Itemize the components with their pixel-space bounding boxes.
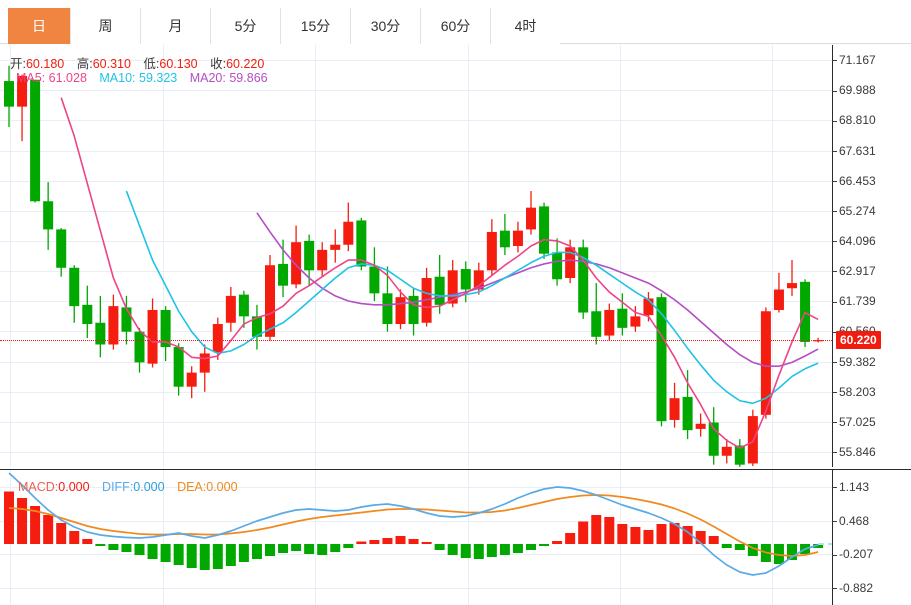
high-value: 60.310 [92, 57, 131, 71]
candlestick-series [4, 65, 824, 467]
axis-tick-label: 55.846 [832, 445, 876, 459]
tab-period-7[interactable]: 4时 [490, 8, 560, 44]
gridline [0, 331, 832, 333]
current-price-line [0, 340, 832, 342]
close-label: 收: [210, 57, 227, 71]
axis-tick-label: 67.631 [832, 144, 876, 158]
macd-axis: 1.143 0.468 -0.207 -0.882 [832, 470, 911, 605]
tab-month[interactable]: 月 [140, 8, 210, 44]
open-label: 开: [10, 57, 26, 71]
axis-tick-label: 62.917 [832, 264, 876, 278]
gridline-vertical [315, 470, 316, 605]
dea-label: DEA: [177, 480, 207, 494]
ma20-label: MA20: [189, 71, 226, 85]
tab-day[interactable]: 日 [8, 8, 70, 44]
ma-legend: MA5: 61.028 MA10: 59.323 MA20: 59.866 [16, 71, 268, 85]
current-price-badge: 60.220 [836, 331, 881, 350]
gridline [0, 361, 832, 363]
axis-tick-label: 64.096 [832, 234, 876, 248]
price-axis: 71.167 69.988 68.810 67.631 66.453 65.274 64.0… [832, 45, 911, 467]
ma5-label: MA5: [16, 71, 46, 85]
axis-tick-label: -0.207 [832, 547, 873, 561]
period-tab-bar: 日周月 5分 15分 30分 60分 4时 [0, 0, 911, 44]
candlestick-plot[interactable] [0, 45, 832, 467]
tab-period-6[interactable]: 60分 [420, 8, 490, 44]
macd-plot[interactable] [0, 470, 832, 605]
axis-tick-label: 1.143 [832, 480, 869, 494]
gridline [0, 486, 832, 488]
axis-tick-label: 66.453 [832, 174, 876, 188]
gridline [0, 210, 832, 212]
gridline [0, 421, 832, 423]
tab-period-3[interactable]: 5分 [210, 8, 280, 44]
gridline [0, 60, 832, 62]
diff-label: DIFF: [102, 480, 134, 494]
dea-value: 0.000 [206, 480, 238, 494]
gridline [0, 150, 832, 152]
ohlc-legend: 开:60.180 高:60.310 低:60.130 收:60.220 [10, 53, 264, 72]
axis-tick-label: 68.810 [832, 113, 876, 127]
macd-value: 0.000 [58, 480, 90, 494]
axis-tick-label: 0.468 [832, 514, 869, 528]
gridline [0, 90, 832, 92]
gridline-vertical [620, 45, 621, 467]
gridline-vertical [163, 470, 164, 605]
gridline [0, 271, 832, 273]
macd-chart-panel: 1.143 0.468 -0.207 -0.882 MACD:0.000 DIFF:0… [0, 469, 911, 605]
axis-tick-label: -0.882 [832, 581, 873, 595]
macd-label: MACD: [18, 480, 59, 494]
macd-legend: MACD:0.000 DIFF:0.000 DEA:0.000 [18, 480, 238, 494]
axis-tick-label: 58.203 [832, 385, 876, 399]
axis-tick-label: 59.382 [832, 355, 876, 369]
macd-series [4, 472, 832, 576]
low-label: 低: [143, 57, 160, 71]
gridline [0, 588, 832, 590]
axis-border [832, 45, 833, 467]
axis-tick-label: 69.988 [832, 83, 876, 97]
axis-tick-label: 65.274 [832, 204, 876, 218]
diff-value: 0.000 [133, 480, 165, 494]
axis-tick-label: 57.025 [832, 415, 876, 429]
gridline [0, 241, 832, 242]
gridline-vertical [163, 45, 164, 467]
gridline-vertical [468, 45, 469, 467]
axis-border [832, 470, 833, 605]
tab-week[interactable]: 周 [70, 8, 140, 44]
price-chart-panel: 71.167 69.988 68.810 67.631 66.453 65.274 64.0… [0, 45, 911, 467]
close-value: 60.220 [226, 57, 265, 71]
gridline [0, 391, 832, 393]
gridline [0, 452, 832, 453]
axis-tick-label: 61.739 [832, 294, 876, 308]
ma20-value: 59.866 [229, 71, 268, 85]
gridline [0, 180, 832, 182]
gridline-vertical [315, 45, 316, 467]
gridline-vertical [772, 45, 773, 467]
gridline [0, 120, 832, 122]
tab-period-4[interactable]: 15分 [280, 8, 350, 44]
gridline-vertical [468, 470, 469, 605]
ma10-value: 59.323 [139, 71, 178, 85]
gridline-vertical [772, 470, 773, 605]
gridline-vertical [10, 45, 11, 467]
tab-period-5[interactable]: 30分 [350, 8, 420, 44]
ma5-value: 61.028 [48, 71, 87, 85]
gridline [0, 554, 832, 556]
axis-tick-label: 71.167 [832, 53, 876, 67]
high-label: 高: [76, 57, 93, 71]
gridline [0, 520, 832, 522]
ma10-label: MA10: [99, 71, 136, 85]
low-value: 60.130 [159, 57, 198, 71]
open-value: 60.180 [25, 57, 65, 71]
